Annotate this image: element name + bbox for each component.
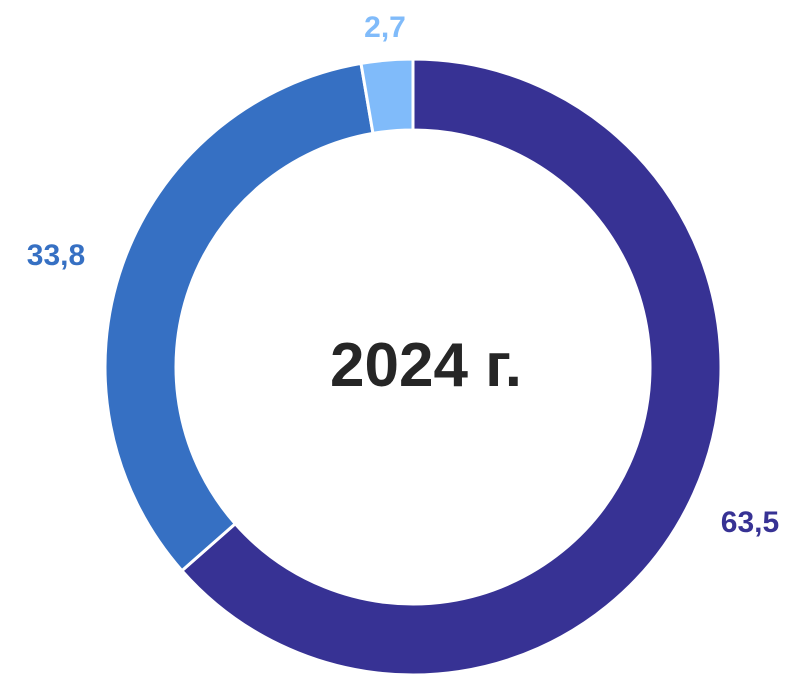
slice-label-2: 33,8 — [27, 239, 85, 272]
center-label: 2024 г. — [330, 331, 522, 400]
slice-labels: 63,5 33,8 2,7 — [27, 11, 779, 539]
donut-slice-2 — [103, 61, 375, 573]
donut-slice-3 — [359, 57, 415, 136]
slice-label-1: 63,5 — [721, 506, 779, 539]
slice-label-3: 2,7 — [364, 11, 406, 44]
donut-slices — [103, 57, 723, 676]
donut-slice-1 — [179, 57, 723, 676]
